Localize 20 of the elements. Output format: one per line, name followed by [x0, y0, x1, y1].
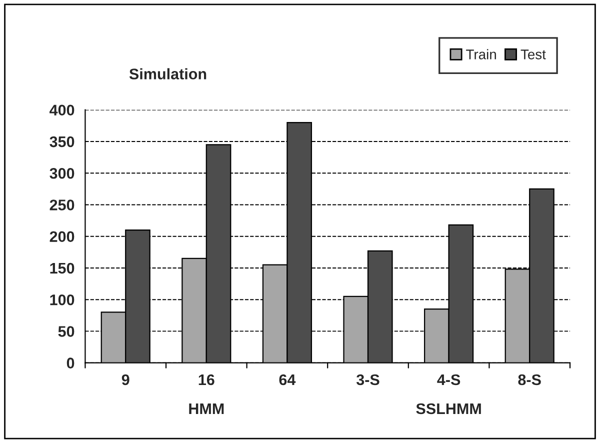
- x-tick-label: 4-S: [437, 374, 460, 386]
- x-tick-label: 64: [279, 374, 296, 386]
- y-tick-label: 350: [50, 136, 74, 148]
- chart-title: Simulation: [129, 68, 206, 80]
- x-tick-label: 3-S: [356, 374, 380, 386]
- legend-label: Train: [466, 49, 496, 60]
- y-tick-label: 150: [50, 262, 74, 274]
- legend-label: Test: [520, 50, 546, 60]
- x-tick-label: 9: [122, 374, 130, 386]
- x-tick-label: 8-S: [518, 374, 541, 386]
- y-tick-label: 400: [50, 104, 74, 116]
- y-tick-label: 250: [50, 200, 74, 210]
- y-tick-label: 300: [50, 168, 74, 179]
- y-tick-label: 50: [58, 326, 74, 337]
- y-tick-label: 0: [66, 358, 74, 369]
- x-tick-label: 16: [198, 374, 214, 386]
- y-tick-label: 200: [50, 231, 74, 242]
- y-tick-label: 100: [50, 294, 74, 306]
- text: SSLHMM: [416, 403, 481, 414]
- text: HMM: [189, 403, 224, 414]
